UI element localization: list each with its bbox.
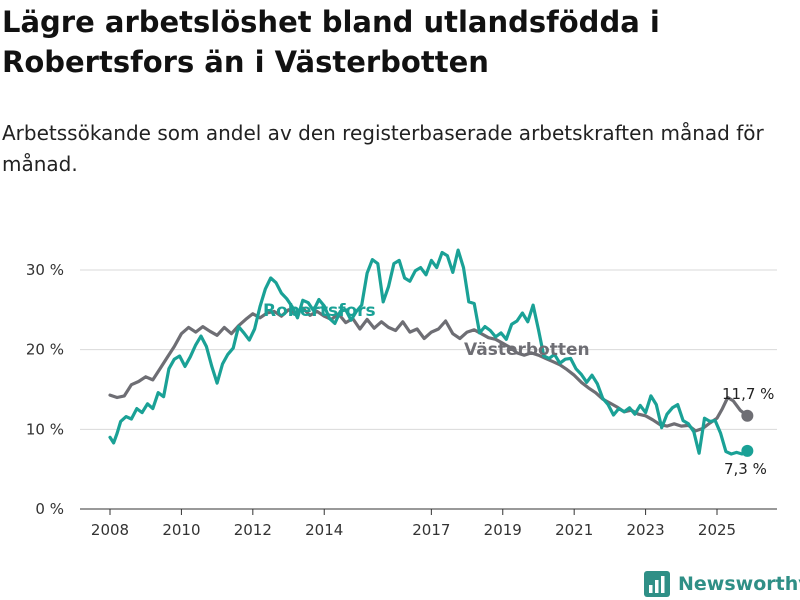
chart-subtitle: Arbetssökande som andel av den registerb… [2,121,764,176]
x-tick-label: 2014 [305,521,343,539]
series-line-robertsfors [108,248,749,456]
x-tick-label: 2025 [698,521,736,539]
series-label-vasterbotten: Västerbotten [464,340,590,360]
y-axis: 0 % 10 % 20 % 30 % [26,261,64,518]
y-tick-label: 30 % [26,261,64,279]
bar-chart-logo-icon [644,571,670,597]
series-labels: Robertsfors Västerbotten 11,7 % 7,3 % [263,301,774,478]
x-tick-label: 2021 [555,521,593,539]
end-point-robertsfors [741,444,754,457]
x-axis: 2008 2010 2012 2014 2017 2019 2021 2023 2025 [80,508,777,539]
end-point-vasterbotten [741,409,754,422]
gridlines [80,269,777,430]
chart-title: Lägre arbetslöshet bland utlandsfödda i … [2,5,660,79]
series-line-vasterbotten [108,306,749,433]
x-tick-label: 2012 [234,521,272,539]
x-tick-label: 2010 [162,521,200,539]
end-label-robertsfors: 7,3 % [724,460,767,478]
brand-name: Newsworthy [678,573,800,595]
x-tick-label: 2017 [412,521,450,539]
series-lines [108,248,754,457]
series-label-robertsfors: Robertsfors [263,301,376,321]
newsworthy-brand: Newsworthy [644,568,800,600]
y-tick-label: 0 % [35,500,64,518]
x-tick-label: 2008 [91,521,129,539]
y-tick-label: 10 % [26,420,64,438]
x-tick-label: 2019 [484,521,522,539]
x-tick-label: 2023 [626,521,664,539]
y-tick-label: 20 % [26,341,64,359]
end-label-vasterbotten: 11,7 % [722,385,774,403]
